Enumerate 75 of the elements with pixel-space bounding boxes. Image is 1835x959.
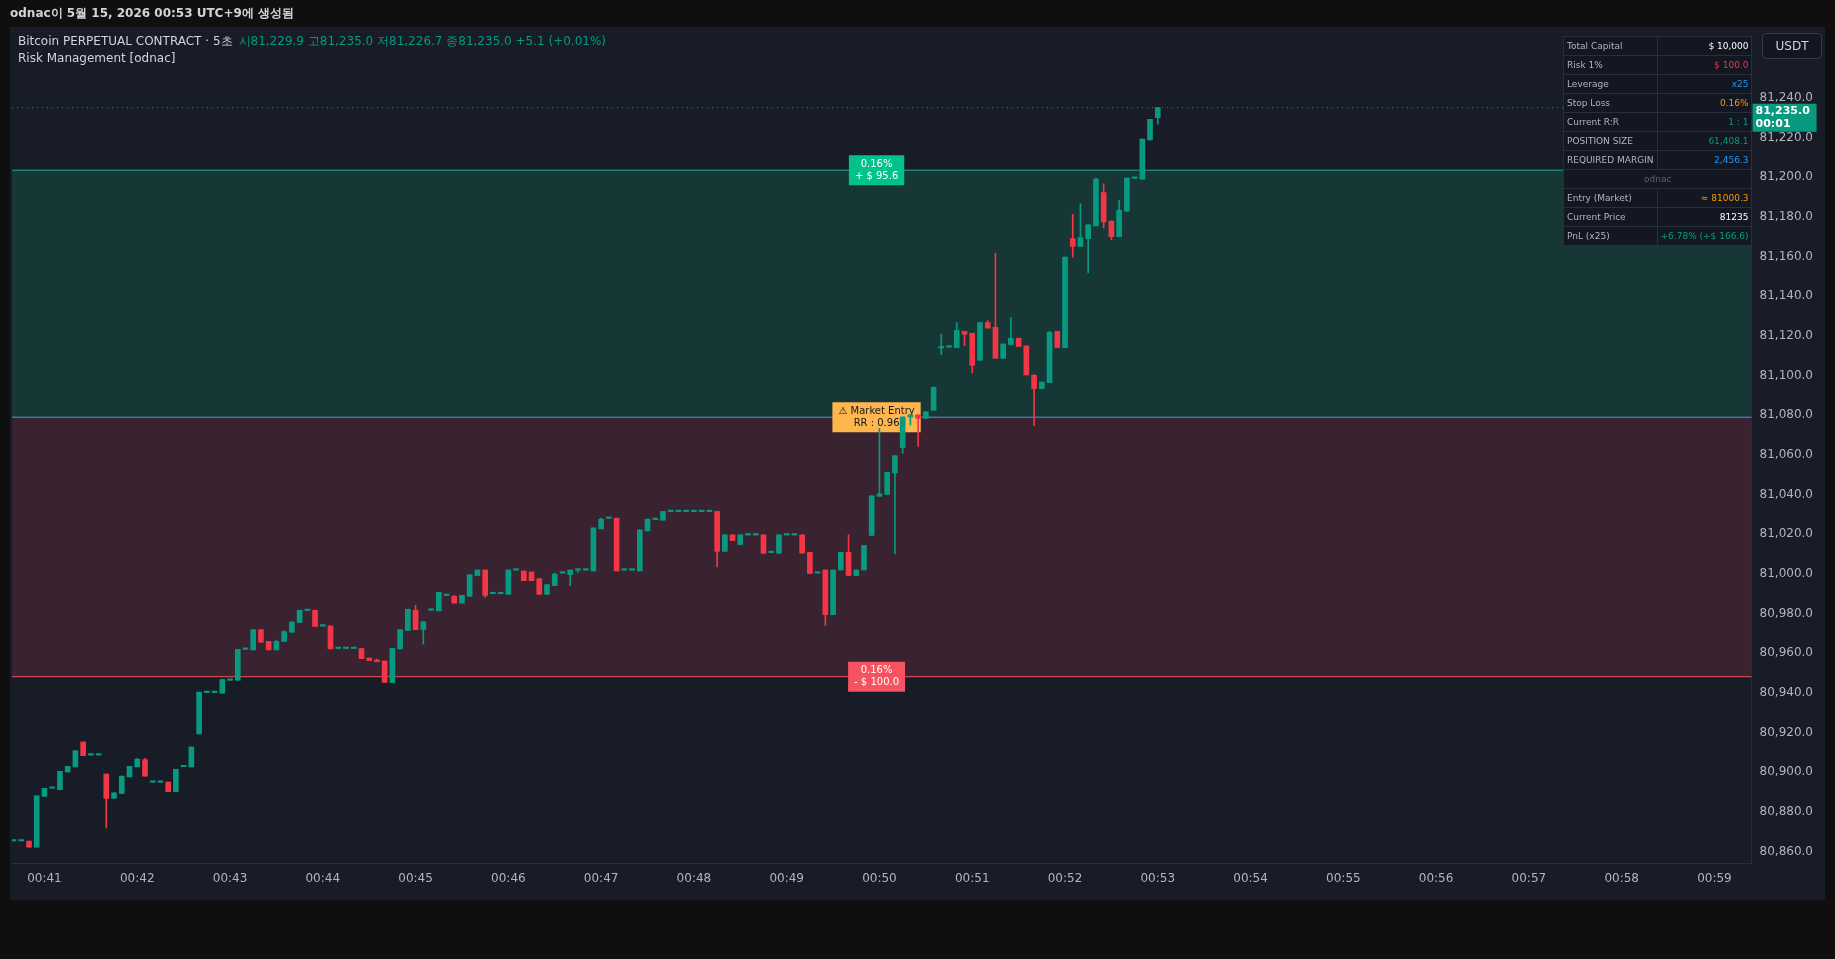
annotation: Current R:R <box>1563 112 1658 132</box>
annotation: $ 100.0 <box>1657 55 1752 75</box>
candlestick <box>575 568 581 573</box>
annotation: 0.16% <box>1657 93 1752 113</box>
y-tick-label: 80,960.0 <box>1759 645 1813 660</box>
x-tick-label: 00:44 <box>305 870 341 885</box>
annotation: Current Price <box>1563 207 1658 227</box>
annotation: Entry (Market) <box>1563 188 1658 208</box>
annotation: Risk 1% <box>1563 55 1658 75</box>
x-tick-label: 00:52 <box>1047 870 1083 885</box>
x-tick-label: 00:45 <box>398 870 433 885</box>
y-tick-label: 80,980.0 <box>1759 605 1813 620</box>
annotation: POSITION SIZE <box>1563 131 1658 151</box>
annotation: Risk Management [odnac] <box>18 50 177 67</box>
y-tick-label: 81,200.0 <box>1759 169 1813 184</box>
x-tick-label: 00:46 <box>491 870 526 885</box>
x-tick-label: 00:53 <box>1140 870 1176 885</box>
annotation: 0.16% + $ 95.6 <box>854 157 899 181</box>
annotation: Total Capital <box>1563 36 1658 56</box>
annotation: 61,408.1 <box>1657 131 1752 151</box>
y-tick-label: 80,940.0 <box>1759 685 1813 700</box>
candlestick <box>1008 317 1014 345</box>
x-tick-label: 00:56 <box>1418 870 1454 885</box>
annotation: Leverage <box>1563 74 1658 94</box>
annotation: +6.78% (+$ 166.6) <box>1657 226 1752 246</box>
x-tick-label: 00:43 <box>212 870 248 885</box>
annotation: odnac <box>1563 169 1752 189</box>
candlestick <box>915 414 921 447</box>
annotation: 1 : 1 <box>1657 112 1752 132</box>
y-tick-label: 81,240.0 <box>1759 89 1813 104</box>
x-tick-label: 00:54 <box>1233 870 1268 885</box>
x-tick-label: 00:58 <box>1604 870 1639 885</box>
candlestick <box>892 455 898 555</box>
x-tick-label: 00:42 <box>119 870 155 885</box>
chart-subtitle: 시81,229.9 고81,235.0 저81,226.7 종81,235.0 +5.1 (+0.01%) <box>238 34 607 48</box>
y-tick-label: 80,920.0 <box>1759 724 1813 739</box>
text: odnac이 5월 15, 2026 00:53 UTC+9에 생성됨 <box>9 5 295 22</box>
annotation: PnL (x25) <box>1563 226 1658 246</box>
annotation: 0.16% - $ 100.0 <box>854 664 900 688</box>
ref-line-label: 81,235.0 00:01 <box>1755 103 1811 130</box>
y-tick-label: 81,100.0 <box>1759 367 1813 382</box>
y-tick-label: 80,860.0 <box>1759 843 1813 858</box>
y-tick-label: 81,120.0 <box>1759 327 1813 342</box>
x-tick-label: 00:57 <box>1511 870 1547 885</box>
x-tick-label: 00:47 <box>583 870 619 885</box>
x-tick-label: 00:41 <box>27 870 62 885</box>
y-tick-label: 81,060.0 <box>1759 447 1813 462</box>
y-tick-label: 81,020.0 <box>1759 526 1813 541</box>
candlestick <box>1069 213 1076 258</box>
annotation: ≈ 81000.3 <box>1657 188 1752 208</box>
y-tick-label: 81,000.0 <box>1759 566 1813 581</box>
x-tick-label: 00:55 <box>1326 870 1361 885</box>
y-tick-label: 81,080.0 <box>1759 407 1813 422</box>
y-tick-label: 81,220.0 <box>1759 129 1813 144</box>
annotation: REQUIRED MARGIN <box>1563 150 1658 170</box>
annotation: x25 <box>1657 74 1752 94</box>
text: USDT <box>1762 33 1822 59</box>
y-tick-label: 80,880.0 <box>1759 804 1813 819</box>
y-tick-label: 80,900.0 <box>1759 764 1813 779</box>
annotation: $ 10,000 <box>1657 36 1752 56</box>
y-tick-label: 81,040.0 <box>1759 486 1813 501</box>
y-tick-label: 81,160.0 <box>1759 248 1813 263</box>
y-tick-label: 81,140.0 <box>1759 288 1813 303</box>
annotation: ⚠ Market Entry RR : 0.96 <box>838 404 915 428</box>
y-tick-label: 81,180.0 <box>1759 208 1813 223</box>
x-tick-label: 00:48 <box>676 870 712 885</box>
x-tick-label: 00:51 <box>954 870 990 885</box>
annotation: Stop Loss <box>1563 93 1658 113</box>
annotation: 2,456.3 <box>1657 150 1752 170</box>
annotation: 81235 <box>1657 207 1752 227</box>
candlestick <box>938 333 945 356</box>
x-tick-label: 00:49 <box>769 870 804 885</box>
chart-title: Bitcoin PERPETUAL CONTRACT · 5초 <box>18 34 233 48</box>
x-tick-label: 00:50 <box>862 870 897 885</box>
x-tick-label: 00:59 <box>1697 870 1732 885</box>
